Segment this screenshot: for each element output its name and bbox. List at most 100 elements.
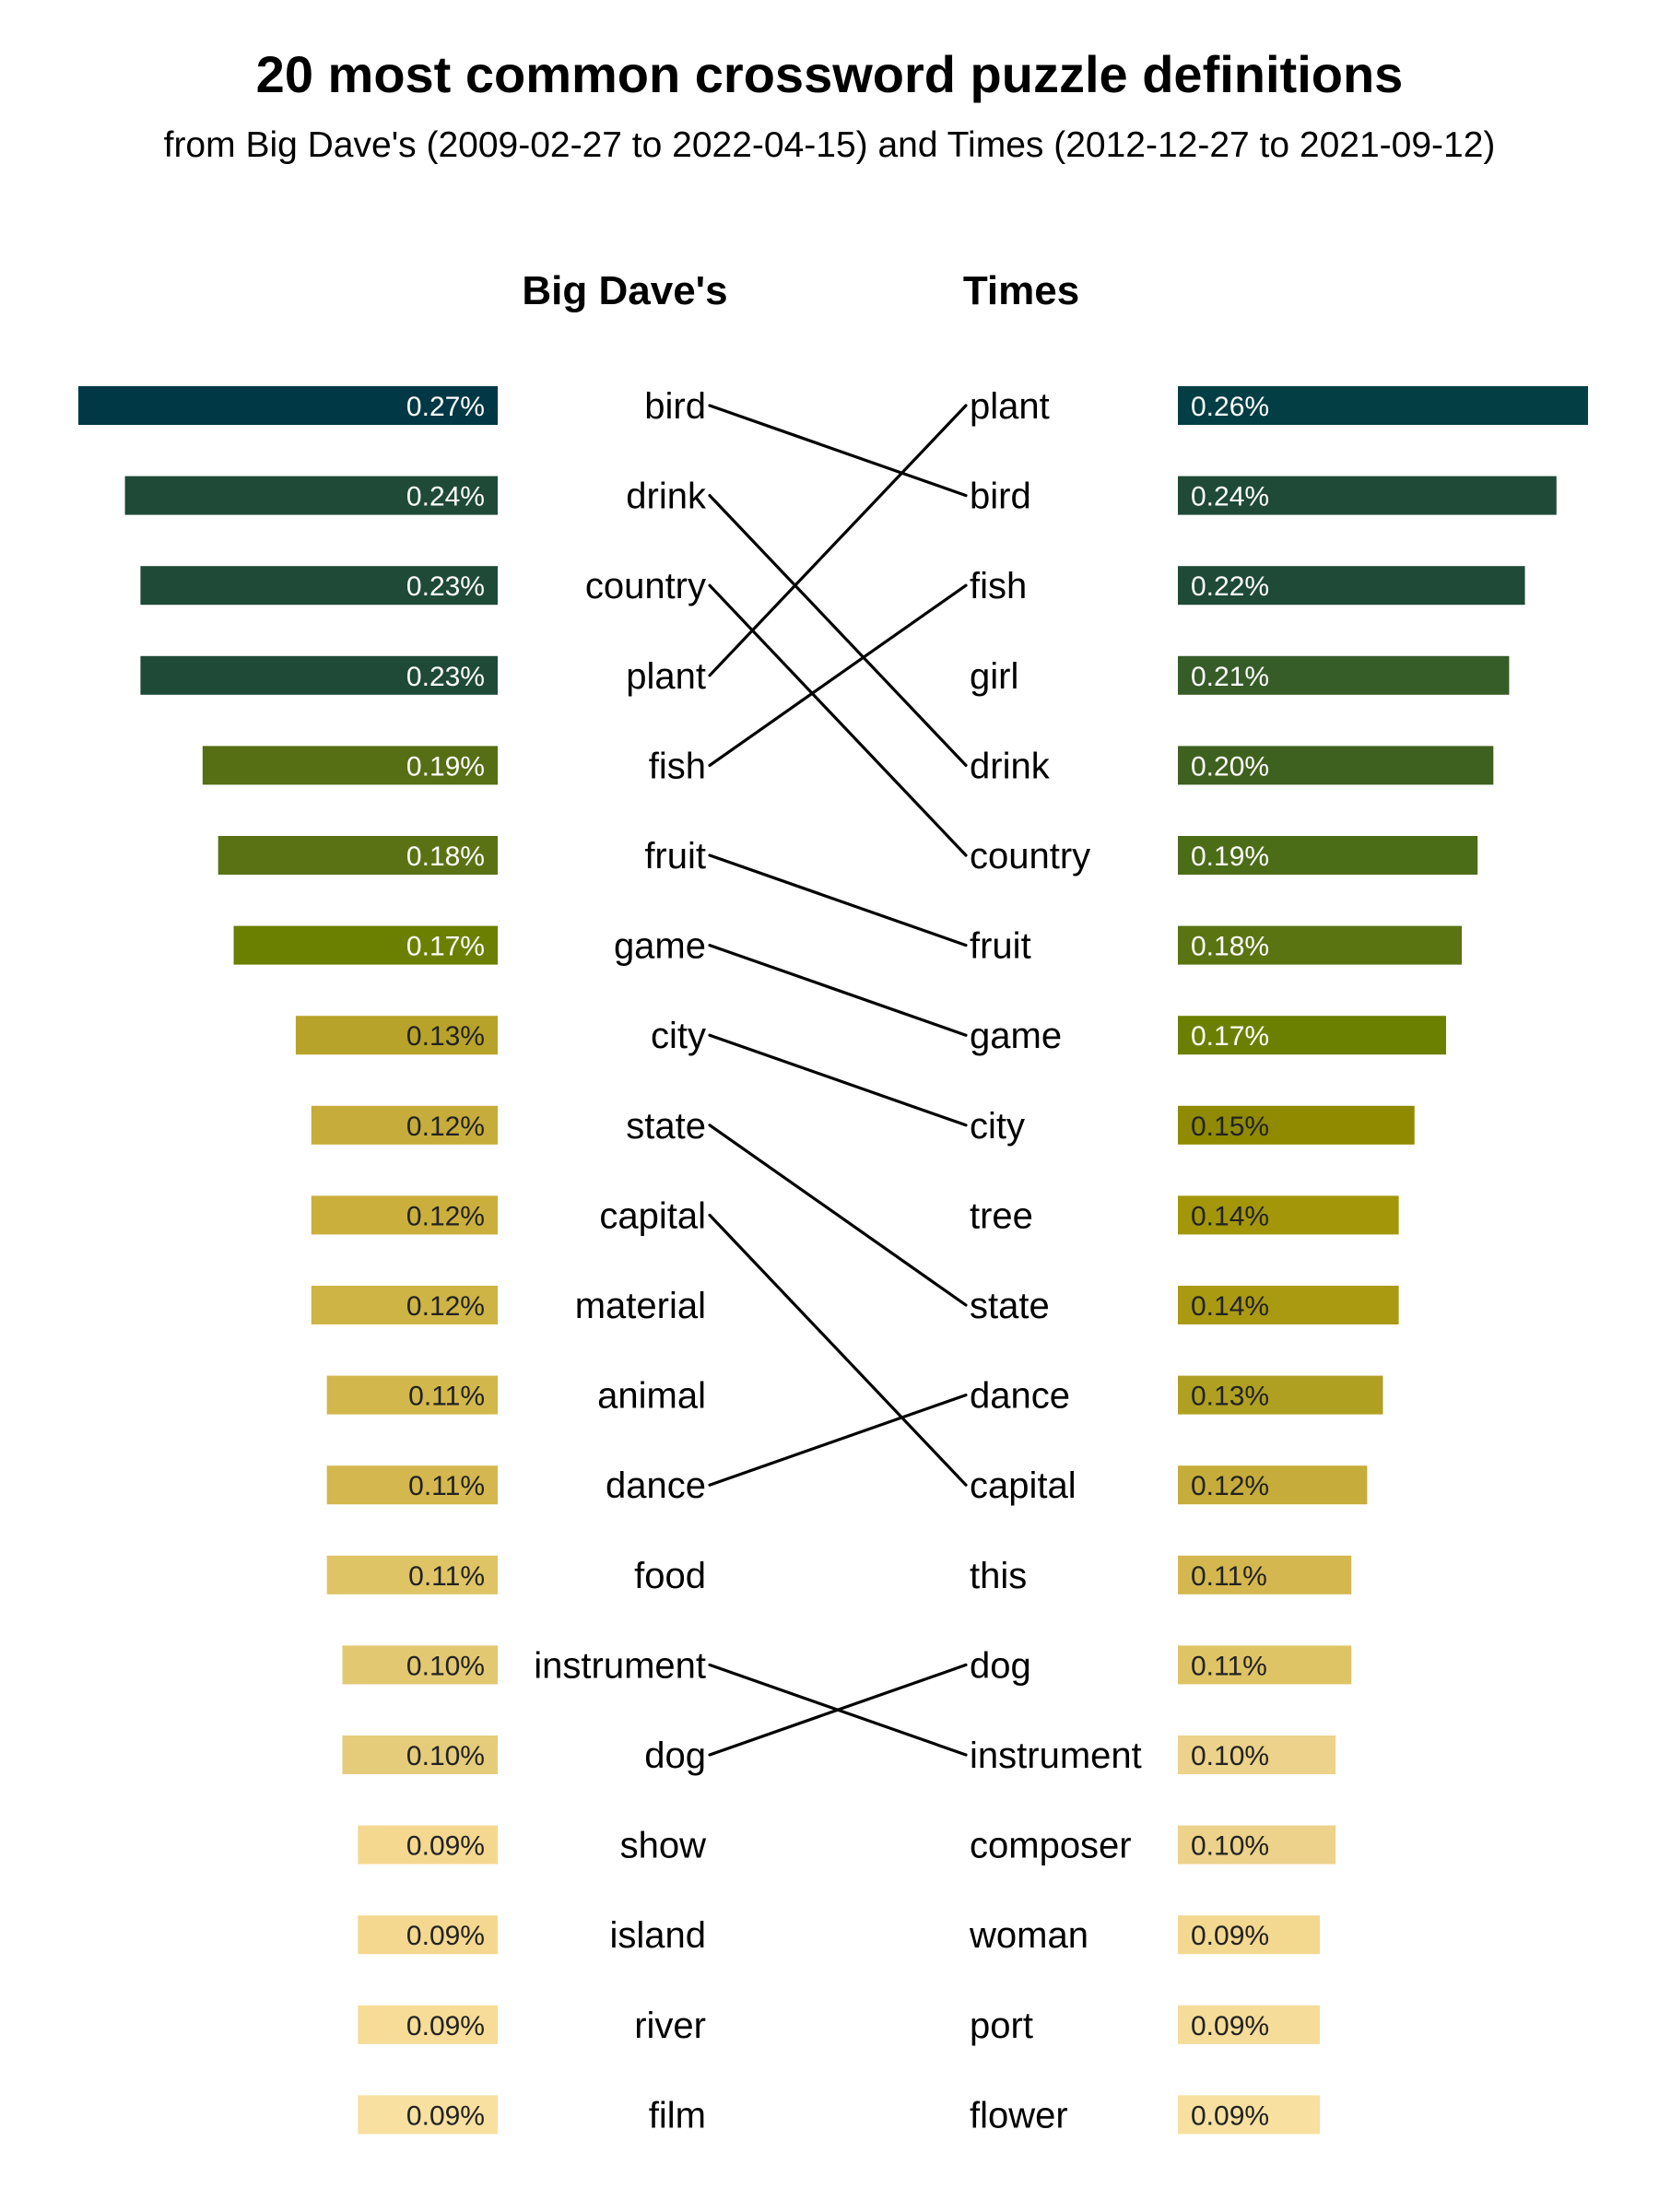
value-label-times-game: 0.17% — [1191, 1021, 1269, 1052]
bar-times-flower — [1178, 2095, 1321, 2135]
rank-link-city — [708, 1033, 968, 1127]
value-label-big-daves-river: 0.09% — [406, 2011, 485, 2041]
value-label-big-daves-plant: 0.23% — [406, 662, 485, 692]
rank-link-fish — [708, 583, 968, 768]
value-label-times-fish: 0.22% — [1191, 571, 1269, 602]
bar-big-daves-island — [358, 1915, 498, 1955]
value-label-times-plant: 0.26% — [1191, 392, 1269, 422]
bar-times-plant — [1178, 386, 1588, 425]
category-label-big-daves-capital: capital — [599, 1195, 706, 1236]
value-label-times-composer: 0.10% — [1191, 1831, 1269, 1862]
category-label-big-daves-drink: drink — [626, 477, 707, 517]
bar-times-this — [1178, 1555, 1352, 1594]
category-label-times-tree: tree — [970, 1195, 1033, 1236]
category-label-times-woman: woman — [969, 1915, 1088, 1956]
category-label-times-dog: dog — [970, 1645, 1031, 1686]
bar-big-daves-fruit — [218, 836, 498, 875]
category-label-big-daves-film: film — [649, 2095, 706, 2136]
series-times: plant 0.26% bird 0.24% fish 0.22% girl 0.21% dri… — [969, 386, 1588, 2136]
value-label-times-country: 0.19% — [1191, 841, 1269, 872]
value-label-big-daves-show: 0.09% — [406, 1831, 485, 1862]
value-label-times-drink: 0.20% — [1191, 751, 1269, 782]
bar-times-country — [1178, 836, 1478, 875]
bar-times-drink — [1178, 746, 1494, 785]
bar-big-daves-dance — [326, 1465, 498, 1505]
bar-big-daves-city — [295, 1016, 498, 1055]
category-label-times-this: this — [970, 1556, 1027, 1596]
bar-big-daves-instrument — [342, 1645, 498, 1685]
rank-link-drink — [708, 493, 968, 768]
bar-times-fruit — [1178, 925, 1463, 965]
bar-big-daves-food — [326, 1555, 498, 1594]
category-label-times-girl: girl — [970, 656, 1018, 697]
category-label-times-drink: drink — [970, 746, 1051, 786]
value-label-big-daves-material: 0.12% — [406, 1291, 485, 1322]
header-times: Times — [963, 268, 1079, 313]
value-label-big-daves-game: 0.17% — [406, 932, 485, 962]
category-label-big-daves-fish: fish — [649, 746, 706, 786]
value-label-times-flower: 0.09% — [1191, 2100, 1269, 2131]
rank-link-fruit — [708, 853, 968, 947]
bar-big-daves-river — [358, 2005, 498, 2044]
bar-big-daves-material — [311, 1286, 498, 1324]
bar-big-daves-film — [358, 2095, 498, 2135]
value-label-big-daves-film: 0.09% — [406, 2100, 485, 2131]
category-label-times-composer: composer — [970, 1826, 1132, 1866]
value-label-big-daves-island: 0.09% — [406, 1921, 485, 1951]
value-label-big-daves-dog: 0.10% — [406, 1741, 485, 1771]
value-label-times-tree: 0.14% — [1191, 1201, 1269, 1231]
value-label-big-daves-instrument: 0.10% — [406, 1651, 485, 1681]
category-label-big-daves-city: city — [651, 1016, 706, 1056]
category-label-times-flower: flower — [970, 2095, 1068, 2136]
bar-big-daves-plant — [140, 655, 498, 695]
value-label-times-bird: 0.24% — [1191, 482, 1269, 512]
category-label-big-daves-state: state — [626, 1106, 706, 1147]
value-label-big-daves-animal: 0.11% — [408, 1382, 485, 1412]
bar-times-girl — [1178, 655, 1510, 695]
category-label-big-daves-dog: dog — [644, 1735, 706, 1776]
bar-times-instrument — [1178, 1735, 1336, 1774]
category-label-times-fruit: fruit — [970, 926, 1031, 967]
value-label-big-daves-fish: 0.19% — [406, 751, 485, 782]
bar-big-daves-dog — [342, 1735, 498, 1774]
category-label-times-fish: fish — [970, 566, 1027, 606]
value-label-big-daves-capital: 0.12% — [406, 1201, 485, 1231]
value-label-times-fruit: 0.18% — [1191, 932, 1269, 962]
value-label-big-daves-bird: 0.27% — [406, 392, 485, 422]
category-label-times-port: port — [970, 2006, 1033, 2046]
chart-title: 20 most common crossword puzzle definiti… — [255, 45, 1404, 103]
category-label-times-country: country — [970, 836, 1090, 877]
category-label-times-plant: plant — [970, 386, 1050, 427]
bar-big-daves-drink — [124, 476, 499, 515]
bar-big-daves-animal — [326, 1375, 498, 1415]
category-label-big-daves-show: show — [620, 1826, 706, 1866]
bar-times-dance — [1178, 1375, 1383, 1415]
bar-times-state — [1178, 1286, 1399, 1324]
chart-subtitle: from Big Dave's (2009-02-27 to 2022-04-1… — [163, 125, 1496, 165]
value-label-big-daves-country: 0.23% — [406, 571, 485, 602]
value-label-times-port: 0.09% — [1191, 2011, 1269, 2041]
category-label-big-daves-material: material — [575, 1286, 706, 1326]
bar-times-bird — [1178, 476, 1557, 515]
category-label-big-daves-fruit: fruit — [644, 836, 706, 877]
rank-link-plant — [708, 404, 968, 677]
category-label-times-game: game — [970, 1016, 1062, 1056]
value-label-times-woman: 0.09% — [1191, 1921, 1269, 1951]
bar-times-woman — [1178, 1915, 1321, 1955]
bar-times-tree — [1178, 1195, 1399, 1235]
category-label-big-daves-game: game — [614, 926, 706, 967]
value-label-times-dog: 0.11% — [1191, 1651, 1267, 1681]
category-label-big-daves-food: food — [634, 1556, 706, 1596]
rank-link-game — [708, 943, 968, 1037]
category-label-times-state: state — [970, 1286, 1050, 1326]
rank-link-state — [708, 1124, 968, 1307]
category-label-times-city: city — [970, 1106, 1025, 1147]
rank-links — [708, 404, 968, 1757]
rank-link-capital — [708, 1213, 968, 1487]
category-label-big-daves-river: river — [634, 2006, 706, 2046]
value-label-times-instrument: 0.10% — [1191, 1741, 1269, 1771]
value-label-big-daves-dance: 0.11% — [408, 1471, 485, 1501]
value-label-big-daves-fruit: 0.18% — [406, 841, 485, 872]
bar-times-composer — [1178, 1825, 1336, 1865]
